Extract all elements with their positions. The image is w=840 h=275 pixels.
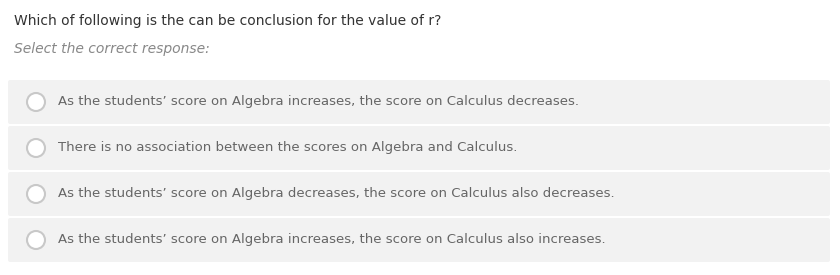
FancyBboxPatch shape [8,172,830,216]
Text: Select the correct response:: Select the correct response: [14,42,210,56]
Ellipse shape [27,93,45,111]
Ellipse shape [27,185,45,203]
Text: As the students’ score on Algebra increases, the score on Calculus decreases.: As the students’ score on Algebra increa… [58,95,579,109]
Ellipse shape [27,139,45,157]
Text: As the students’ score on Algebra decreases, the score on Calculus also decrease: As the students’ score on Algebra decrea… [58,188,615,200]
Text: As the students’ score on Algebra increases, the score on Calculus also increase: As the students’ score on Algebra increa… [58,233,606,246]
Text: Which of following is the can be conclusion for the value of r?: Which of following is the can be conclus… [14,14,441,28]
FancyBboxPatch shape [8,126,830,170]
FancyBboxPatch shape [8,80,830,124]
Text: There is no association between the scores on Algebra and Calculus.: There is no association between the scor… [58,142,517,155]
FancyBboxPatch shape [8,218,830,262]
Ellipse shape [27,231,45,249]
